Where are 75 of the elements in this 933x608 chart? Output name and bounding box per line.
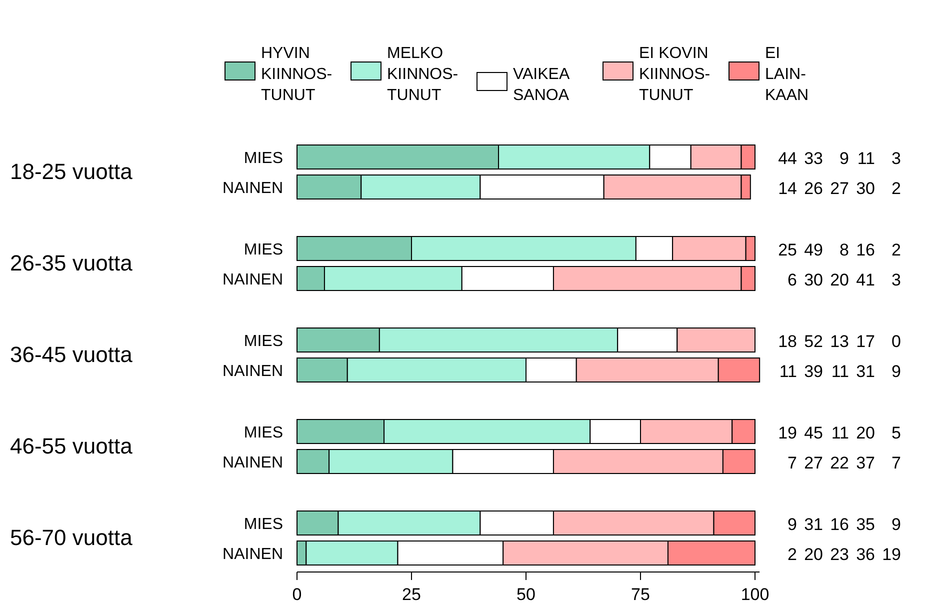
y-tick-label: MIES [244, 516, 283, 533]
data-label: 9 [892, 362, 901, 381]
data-label: 22 [830, 454, 849, 472]
x-tick-label: 50 [516, 585, 536, 604]
y-tick-label: NAINEN [222, 546, 283, 563]
y-tick-label: NAINEN [222, 272, 283, 288]
data-label: 7 [892, 454, 901, 472]
data-label: 45 [804, 424, 823, 442]
data-label: 39 [804, 362, 823, 381]
data-label: 9 [892, 515, 901, 534]
data-label: 23 [830, 545, 849, 564]
y-tick-label: NAINEN [222, 180, 283, 197]
text: 36-45 vuotta [10, 342, 134, 367]
data-label: 52 [804, 332, 823, 351]
x-tick-label: 25 [402, 585, 421, 604]
data-label: 20 [830, 270, 849, 290]
data-label: 30 [856, 179, 875, 198]
data-label: 2 [788, 545, 797, 564]
y-tick-label: MIES [244, 242, 283, 258]
data-label: 14 [778, 179, 797, 198]
data-label: 11 [857, 149, 875, 168]
data-label: 20 [856, 424, 875, 442]
data-label: 20 [804, 545, 823, 564]
text: 46-55 vuotta [10, 434, 134, 458]
data-label: 11 [779, 362, 797, 381]
data-label: 2 [892, 240, 901, 260]
data-label: 3 [892, 270, 901, 290]
data-label: 31 [856, 362, 875, 381]
y-tick-label: NAINEN [222, 363, 283, 380]
data-label: 37 [856, 454, 875, 472]
data-label: 36 [856, 545, 875, 564]
data-label: 19 [882, 545, 901, 564]
data-label: 30 [804, 270, 823, 290]
data-label: 27 [804, 454, 823, 472]
data-label: 44 [778, 149, 797, 168]
y-tick-label: MIES [244, 424, 283, 442]
data-label: 5 [892, 424, 901, 442]
data-label: 35 [856, 515, 875, 534]
legend-label: MELKO KIINNOS- TUNUT [387, 45, 458, 104]
data-label: 6 [788, 270, 797, 290]
legend-label: EI LAIN- KAAN [765, 45, 809, 104]
data-label: 49 [804, 240, 823, 260]
data-label: 13 [830, 332, 849, 351]
data-label: 25 [778, 240, 797, 260]
data-label: 0 [892, 332, 901, 351]
x-tick-label: 100 [740, 585, 770, 604]
data-label: 27 [830, 179, 849, 198]
data-label: 9 [788, 515, 797, 534]
text: 56-70 vuotta [10, 525, 134, 550]
data-label: 16 [856, 240, 875, 260]
data-label: 19 [778, 424, 797, 442]
text: 26-35 vuotta [10, 250, 134, 276]
legend-label: EI KOVIN KIINNOS- TUNUT [639, 45, 710, 104]
data-label: 2 [892, 179, 901, 198]
x-tick-label: 0 [292, 585, 302, 604]
data-label: 31 [804, 515, 823, 534]
data-label: 33 [804, 149, 823, 168]
text: 18-25 vuotta [10, 159, 134, 184]
x-tick-label: 75 [631, 585, 650, 604]
data-label: 3 [892, 149, 901, 168]
data-label: 7 [788, 454, 797, 472]
legend-label: VAIKEA SANOA [513, 66, 570, 104]
data-label: 11 [831, 424, 849, 442]
y-tick-label: MIES [244, 333, 283, 350]
data-label: 18 [778, 332, 797, 351]
data-label: 26 [804, 179, 823, 198]
data-label: 11 [831, 362, 849, 381]
data-label: 8 [840, 240, 849, 260]
legend-label: HYVIN KIINNOS- TUNUT [261, 45, 332, 104]
data-label: 9 [840, 149, 849, 168]
y-tick-label: MIES [244, 150, 283, 167]
y-tick-label: NAINEN [222, 454, 283, 472]
data-label: 16 [830, 515, 849, 534]
data-label: 17 [856, 332, 875, 351]
data-label: 41 [856, 270, 875, 290]
